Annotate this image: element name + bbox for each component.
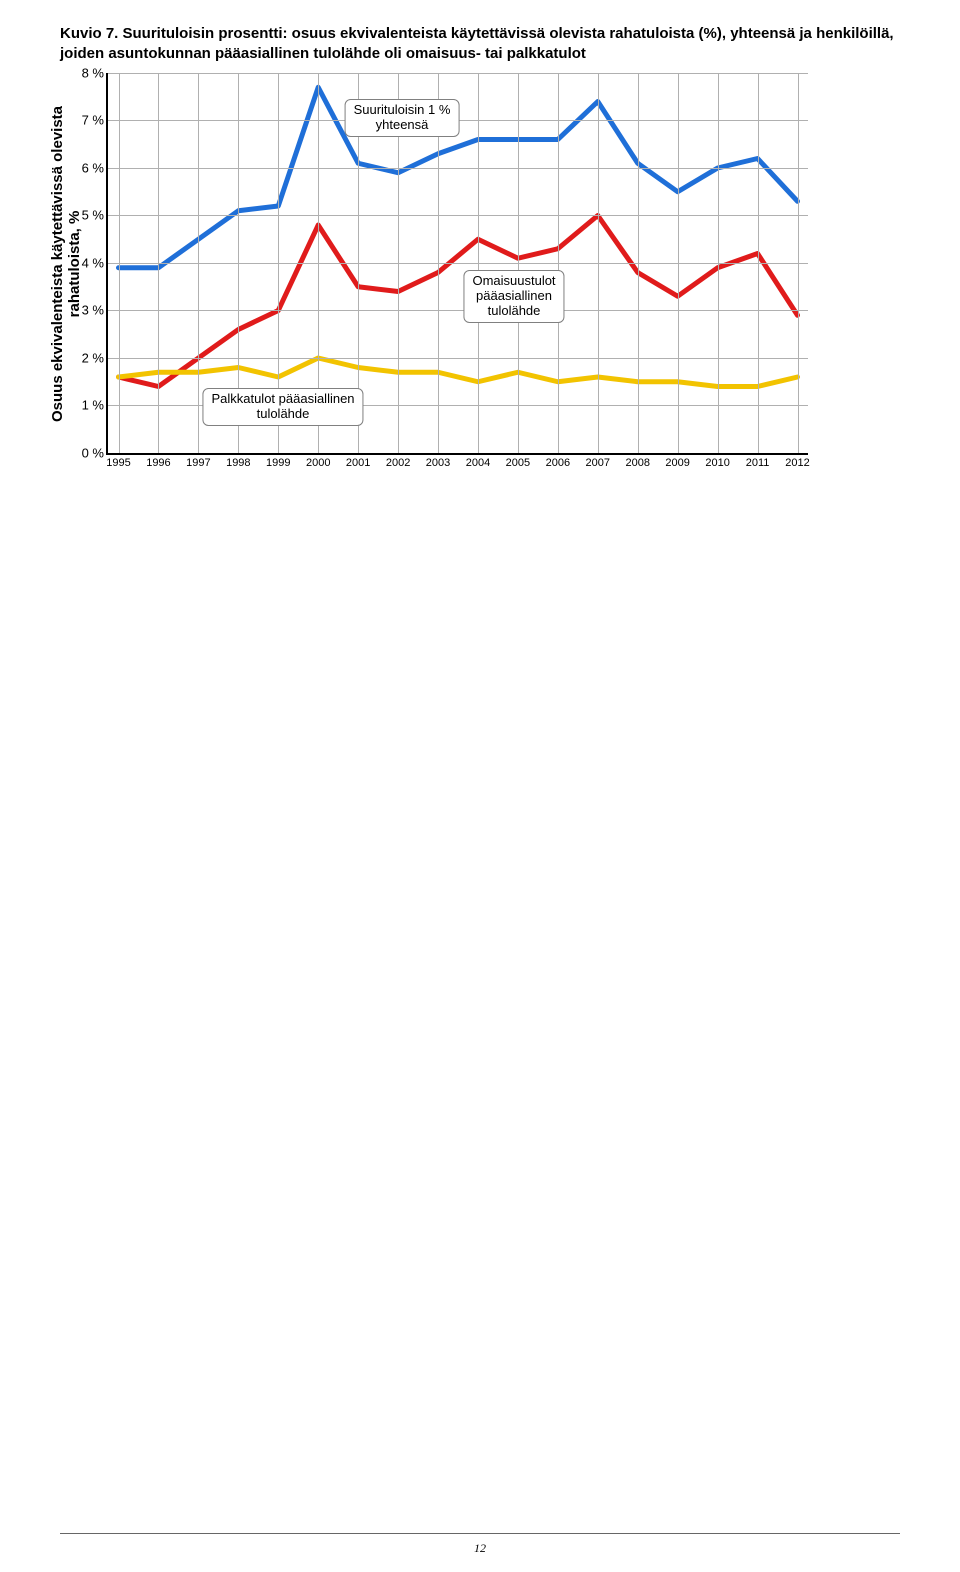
page: Kuvio 7. Suurituloisin prosentti: osuus … [0, 0, 960, 1572]
chart-container: Osuus ekvivalenteista käytettävissä olev… [106, 73, 900, 455]
x-tick-label: 1999 [266, 457, 290, 469]
gridline-h [108, 263, 808, 264]
x-tick-label: 2004 [466, 457, 490, 469]
x-tick-label: 2001 [346, 457, 370, 469]
y-tick-label: 4 % [64, 255, 104, 270]
gridline-v [678, 73, 679, 453]
callout-label: Palkkatulot pääasiallinentulolähde [202, 388, 363, 426]
gridline-v [718, 73, 719, 453]
x-tick-label: 2003 [426, 457, 450, 469]
x-tick-label: 2007 [586, 457, 610, 469]
x-tick-label: 1998 [226, 457, 250, 469]
gridline-v [518, 73, 519, 453]
chart-title: Kuvio 7. Suurituloisin prosentti: osuus … [60, 24, 900, 65]
gridline-v [198, 73, 199, 453]
gridline-v [158, 73, 159, 453]
gridline-v [598, 73, 599, 453]
x-tick-label: 2011 [746, 457, 770, 469]
gridline-h [108, 215, 808, 216]
x-tick-label: 2000 [306, 457, 330, 469]
y-tick-label: 3 % [64, 303, 104, 318]
gridline-h [108, 310, 808, 311]
x-tick-label: 2010 [705, 457, 729, 469]
y-tick-label: 6 % [64, 160, 104, 175]
x-tick-label: 2005 [506, 457, 530, 469]
callout-label: Suurituloisin 1 %yhteensä [345, 99, 460, 137]
y-tick-label: 7 % [64, 113, 104, 128]
y-tick-label: 8 % [64, 65, 104, 80]
series-line [119, 358, 798, 387]
gridline-v [558, 73, 559, 453]
footer-rule [60, 1533, 900, 1534]
gridline-v [758, 73, 759, 453]
gridline-v [119, 73, 120, 453]
series-line [119, 215, 798, 386]
callout-label: Omaisuustulotpääasiallinentulolähde [463, 270, 564, 323]
gridline-h [108, 73, 808, 74]
x-tick-label: 1996 [146, 457, 170, 469]
gridline-v [798, 73, 799, 453]
y-tick-label: 1 % [64, 398, 104, 413]
x-tick-label: 2006 [546, 457, 570, 469]
page-number: 12 [0, 1541, 960, 1556]
plot-area: 0 %1 %2 %3 %4 %5 %6 %7 %8 %1995199619971… [106, 73, 808, 455]
gridline-v [638, 73, 639, 453]
x-tick-label: 1997 [186, 457, 210, 469]
x-tick-label: 2008 [625, 457, 649, 469]
y-tick-label: 5 % [64, 208, 104, 223]
x-tick-label: 2009 [665, 457, 689, 469]
gridline-v [478, 73, 479, 453]
y-tick-label: 0 % [64, 445, 104, 460]
x-tick-label: 2002 [386, 457, 410, 469]
gridline-h [108, 358, 808, 359]
x-tick-label: 2012 [785, 457, 809, 469]
y-tick-label: 2 % [64, 350, 104, 365]
gridline-h [108, 168, 808, 169]
x-tick-label: 1995 [106, 457, 130, 469]
